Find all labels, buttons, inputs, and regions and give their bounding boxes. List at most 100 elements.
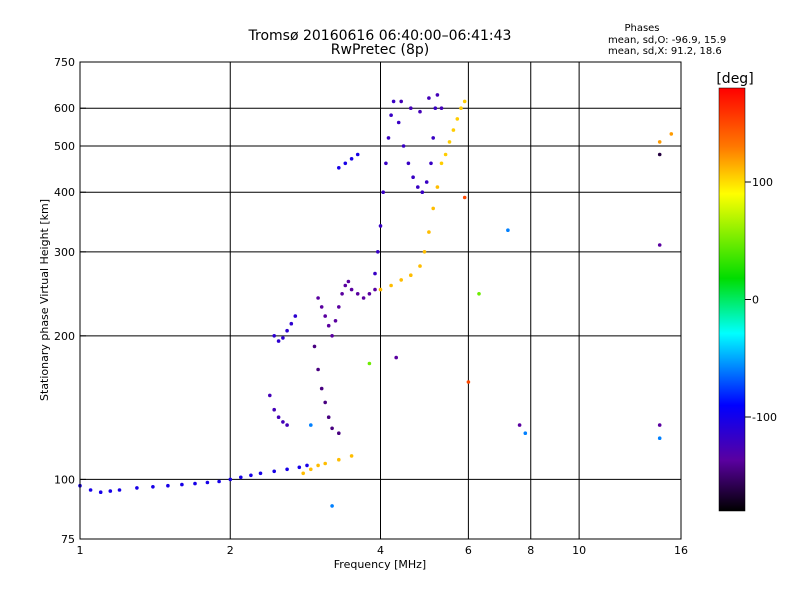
- data-point: [108, 489, 113, 493]
- data-point: [346, 279, 351, 284]
- data-point: [323, 461, 328, 466]
- data-point: [333, 319, 338, 323]
- data-point: [285, 467, 289, 472]
- data-point: [435, 93, 440, 97]
- data-point: [389, 283, 393, 288]
- data-point: [309, 467, 313, 472]
- data-point: [272, 407, 277, 412]
- data-point: [330, 426, 334, 431]
- data-point: [117, 488, 122, 492]
- colorbar: [718, 87, 746, 512]
- data-points: [78, 93, 674, 508]
- data-point: [389, 113, 393, 117]
- data-point: [459, 106, 463, 110]
- data-point: [373, 287, 377, 292]
- data-point: [657, 243, 662, 247]
- data-point: [343, 283, 348, 288]
- data-point: [384, 161, 388, 166]
- data-point: [462, 195, 467, 200]
- data-point: [305, 463, 309, 468]
- data-point: [367, 292, 372, 296]
- colorbar-tick-label: 100: [752, 176, 773, 189]
- data-point: [285, 423, 289, 427]
- y-tick-label: 200: [54, 330, 75, 343]
- data-point: [239, 475, 243, 480]
- data-point: [373, 271, 377, 276]
- data-point: [293, 314, 298, 318]
- plot-frame: [79, 61, 682, 540]
- data-point: [268, 393, 272, 398]
- stats-line-x: mean, sd,X: 91.2, 18.6: [608, 46, 722, 57]
- data-point: [228, 477, 233, 482]
- data-point: [435, 185, 440, 189]
- data-point: [409, 273, 413, 278]
- data-point: [657, 152, 662, 157]
- data-point: [409, 106, 413, 110]
- x-tick-label: 1: [77, 544, 84, 557]
- data-point: [386, 136, 391, 140]
- data-point: [427, 96, 431, 100]
- data-point: [349, 454, 354, 458]
- data-point: [297, 465, 302, 470]
- data-point: [337, 431, 341, 436]
- data-point: [431, 136, 436, 140]
- data-point: [272, 334, 277, 338]
- data-point: [281, 420, 285, 424]
- data-point: [391, 99, 396, 104]
- x-tick-label: 8: [527, 544, 534, 557]
- colorbar-ticks: 100 0 -100: [745, 176, 777, 424]
- data-point: [276, 415, 281, 420]
- y-tick-label: 75: [61, 533, 75, 546]
- axis-ticks: 1 2 4 6 8 10 16 75 100 200 300 400 500 600 750: [54, 56, 688, 557]
- data-point: [343, 161, 348, 166]
- data-point: [323, 400, 328, 405]
- data-point: [316, 367, 320, 372]
- data-point: [376, 250, 380, 254]
- x-axis-label: Frequency [MHz]: [334, 558, 426, 571]
- stats-line-o: mean, sd,O: -96.9, 15.9: [608, 35, 726, 46]
- data-point: [477, 292, 481, 296]
- data-point: [657, 423, 662, 427]
- data-point: [340, 292, 344, 296]
- data-point: [193, 481, 197, 486]
- data-point: [418, 264, 422, 268]
- data-point: [378, 287, 383, 292]
- data-point: [399, 278, 404, 282]
- data-point: [420, 190, 425, 194]
- colorbar-tick-label: -100: [752, 411, 777, 424]
- data-point: [506, 228, 510, 232]
- data-point: [98, 490, 103, 495]
- data-point: [396, 120, 401, 125]
- y-axis-label: Stationary phase Virtual Height [km]: [38, 199, 51, 401]
- x-tick-label: 2: [227, 544, 234, 557]
- data-point: [422, 250, 427, 254]
- data-point: [367, 361, 372, 366]
- x-tick-label: 6: [465, 544, 472, 557]
- data-point: [312, 344, 317, 349]
- data-point: [517, 423, 522, 427]
- data-point: [429, 161, 433, 166]
- data-point: [657, 140, 662, 144]
- data-point: [319, 305, 324, 309]
- data-point: [427, 230, 431, 234]
- data-point: [411, 175, 415, 179]
- data-point: [355, 152, 360, 157]
- data-point: [399, 99, 404, 104]
- colorbar-label: [deg]: [716, 71, 753, 87]
- colorbar-tick-label: 0: [752, 294, 759, 307]
- data-point: [272, 469, 277, 474]
- chart-title: Tromsø 20160616 06:40:00–06:41:43: [248, 28, 512, 44]
- data-point: [462, 99, 467, 104]
- data-point: [249, 473, 253, 478]
- data-point: [455, 117, 460, 121]
- grid-lines: [80, 62, 681, 539]
- data-point: [431, 206, 436, 211]
- data-point: [166, 483, 170, 488]
- y-tick-label: 100: [54, 473, 75, 486]
- y-tick-label: 500: [54, 140, 75, 153]
- x-tick-label: 16: [674, 544, 688, 557]
- data-point: [439, 161, 444, 166]
- data-point: [88, 488, 93, 492]
- data-point: [316, 463, 320, 468]
- data-point: [337, 305, 341, 309]
